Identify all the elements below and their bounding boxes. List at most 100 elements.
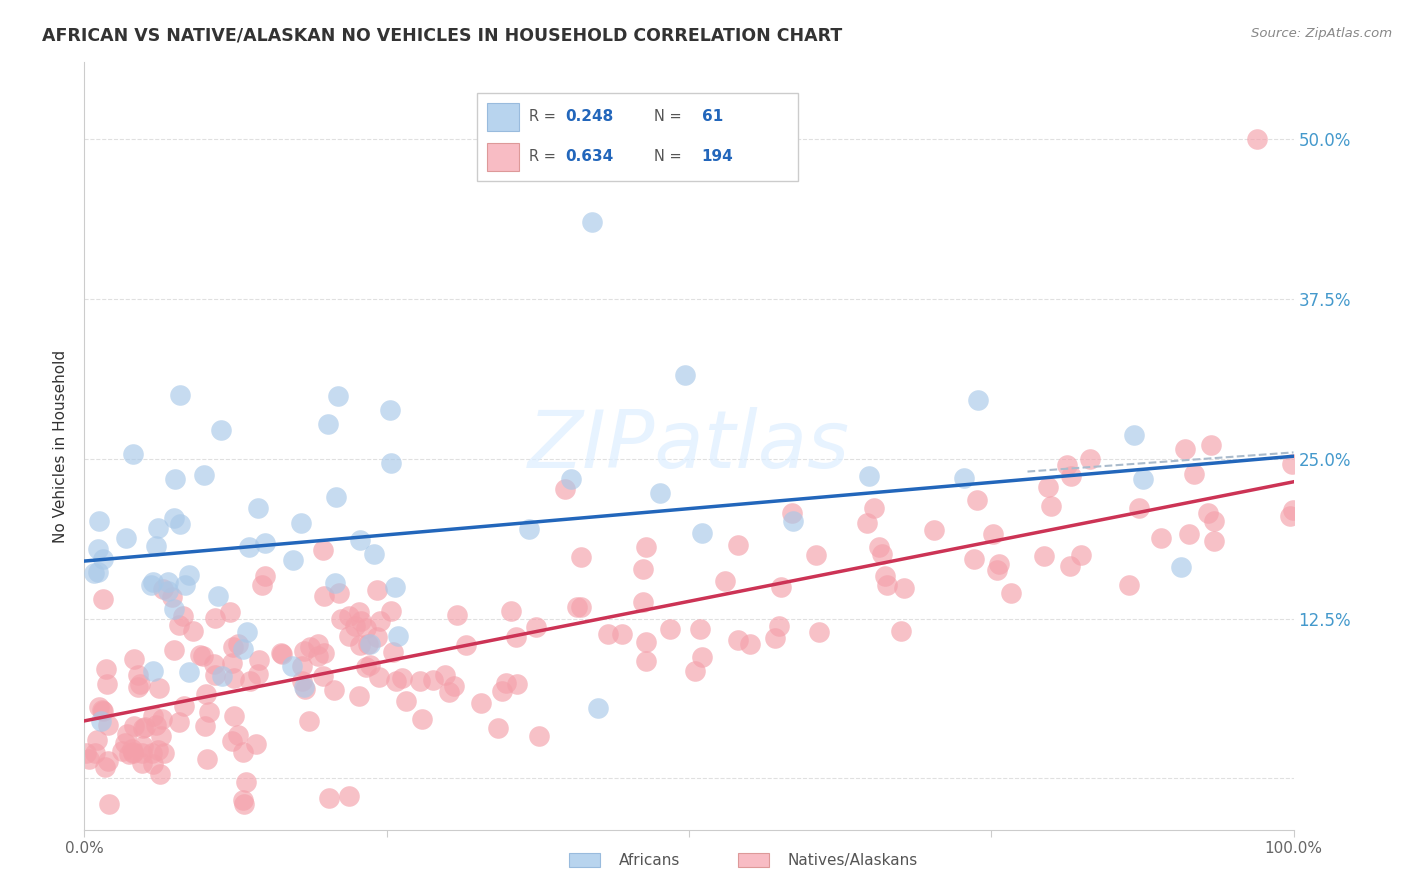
Point xyxy=(163,643,186,657)
Point xyxy=(191,649,214,664)
Point xyxy=(294,682,316,697)
Point xyxy=(233,797,256,811)
Point xyxy=(146,521,169,535)
Point xyxy=(337,609,360,624)
Point xyxy=(128,677,150,691)
Point xyxy=(368,614,391,628)
Point xyxy=(673,368,696,382)
Point xyxy=(292,643,315,657)
Point xyxy=(115,727,138,741)
Point xyxy=(1000,586,1022,600)
Point xyxy=(254,536,277,550)
Point xyxy=(384,580,406,594)
Point xyxy=(195,751,218,765)
Point xyxy=(806,549,828,563)
Point xyxy=(1182,467,1205,481)
Point xyxy=(145,718,167,732)
Point xyxy=(142,575,165,590)
Point xyxy=(554,482,576,496)
Point xyxy=(236,624,259,639)
Point xyxy=(222,671,245,685)
Point xyxy=(1199,438,1222,452)
Point xyxy=(312,669,335,683)
Point xyxy=(139,577,162,591)
Point xyxy=(893,581,915,595)
Point xyxy=(152,746,174,760)
Point xyxy=(491,683,513,698)
Point xyxy=(131,722,153,736)
Point xyxy=(922,523,945,537)
Point xyxy=(91,552,114,566)
Point xyxy=(363,547,385,561)
Point xyxy=(581,215,603,229)
Point xyxy=(1281,503,1303,517)
Point xyxy=(134,720,156,734)
Point xyxy=(328,586,350,600)
Text: AFRICAN VS NATIVE/ALASKAN NO VEHICLES IN HOUSEHOLD CORRELATION CHART: AFRICAN VS NATIVE/ALASKAN NO VEHICLES IN… xyxy=(42,27,842,45)
Point xyxy=(517,522,540,536)
Point xyxy=(378,403,401,417)
Point xyxy=(1170,560,1192,574)
Point xyxy=(870,547,893,561)
Point xyxy=(232,642,254,657)
Point xyxy=(387,629,409,643)
Point xyxy=(209,423,232,437)
Point xyxy=(152,582,174,597)
Point xyxy=(986,563,1008,577)
Point xyxy=(495,676,517,690)
Point xyxy=(1118,578,1140,592)
Point xyxy=(86,733,108,747)
Point xyxy=(1078,452,1101,467)
Point xyxy=(692,526,714,541)
Point xyxy=(156,583,179,598)
Point xyxy=(131,756,153,770)
Point xyxy=(446,607,468,622)
Text: Natives/Alaskans: Natives/Alaskans xyxy=(787,854,918,868)
Point xyxy=(782,506,804,520)
Point xyxy=(1281,457,1303,471)
Point xyxy=(380,604,402,618)
Point xyxy=(966,493,988,508)
Point xyxy=(1132,471,1154,485)
Point xyxy=(226,637,249,651)
Point xyxy=(211,669,233,683)
Point xyxy=(1060,468,1083,483)
Point xyxy=(648,486,671,500)
Point xyxy=(631,594,654,608)
Point xyxy=(634,654,657,668)
Point xyxy=(148,681,170,696)
Point xyxy=(634,540,657,554)
Point xyxy=(149,729,172,743)
Point xyxy=(862,500,884,515)
Point xyxy=(114,736,136,750)
Point xyxy=(235,775,257,789)
Point xyxy=(876,577,898,591)
Point xyxy=(190,648,212,662)
Point xyxy=(270,647,292,661)
Point xyxy=(160,590,183,604)
Point xyxy=(207,589,229,603)
Point xyxy=(163,510,186,524)
Point xyxy=(981,527,1004,541)
Point xyxy=(337,629,360,643)
Point xyxy=(96,677,118,691)
Point xyxy=(316,417,339,431)
Point xyxy=(173,698,195,713)
Point xyxy=(83,566,105,580)
Point xyxy=(380,456,402,470)
Point xyxy=(193,468,215,483)
Point xyxy=(443,679,465,693)
Bar xyxy=(569,853,600,867)
Point xyxy=(527,729,550,743)
Text: ZIPatlas: ZIPatlas xyxy=(527,407,851,485)
Point xyxy=(96,662,118,676)
Point xyxy=(281,553,304,567)
Point xyxy=(142,664,165,678)
Point xyxy=(1202,514,1225,528)
Point xyxy=(765,631,787,645)
Point xyxy=(131,746,153,760)
Point xyxy=(953,470,976,484)
Point xyxy=(157,575,180,590)
Point xyxy=(1246,132,1268,146)
Point xyxy=(97,754,120,768)
